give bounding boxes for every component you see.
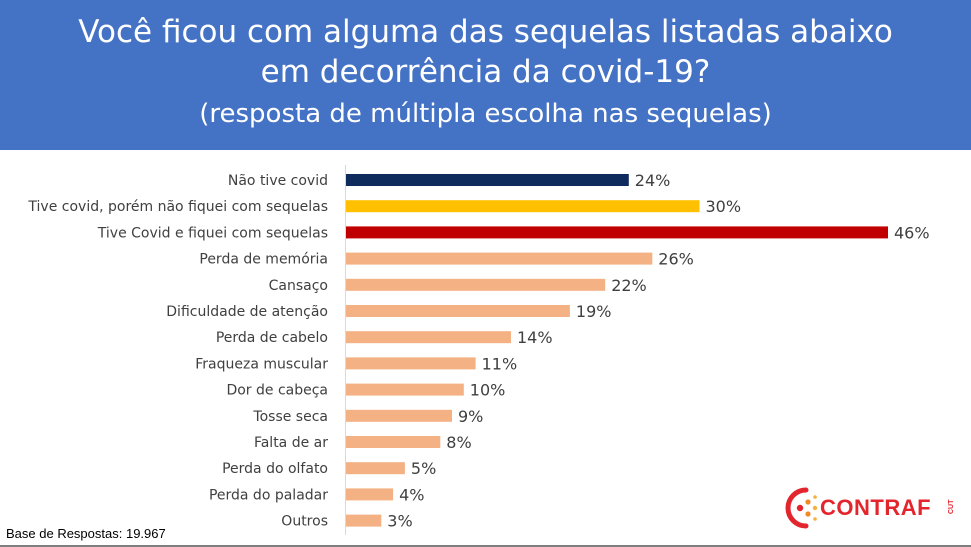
chart-title-line-2: em decorrência da covid-19? [260,54,711,90]
category-label: Tosse seca [252,409,328,425]
data-label: 10% [470,381,506,400]
data-label: 14% [517,328,553,347]
data-label: 8% [446,433,471,452]
data-label: 30% [706,197,742,216]
bar [346,200,700,213]
bar [346,436,441,448]
bar [346,357,476,370]
category-label: Tive Covid e fiquei com sequelas [97,225,328,241]
logo-text: CONTRAF [820,495,932,520]
category-label: Fraqueza muscular [195,356,328,372]
bar [346,383,464,396]
bar [346,226,888,239]
category-label: Perda do olfato [222,461,328,477]
data-label: 9% [458,407,483,426]
category-label: Dificuldade de atenção [166,304,328,320]
chart-subtitle: (resposta de múltipla escolha nas sequel… [199,99,772,129]
category-label: Cansaço [269,278,328,294]
category-label: Não tive covid [228,173,328,189]
contraf-logo: CONTRAF CUT [776,478,966,538]
data-label: 3% [387,512,412,531]
bar [346,488,394,501]
bar [346,331,511,344]
bar [346,278,606,291]
bar [346,462,405,475]
chart-header: Você ficou com alguma das sequelas lista… [0,0,971,150]
bottom-rule [0,545,971,547]
bar [346,174,629,186]
data-label: 26% [658,250,694,269]
data-label: 11% [482,354,518,373]
bar [346,252,653,265]
category-label: Outros [281,514,328,530]
data-label: 24% [635,171,671,190]
data-label: 46% [894,223,930,242]
data-label: 22% [611,276,647,295]
bar-chart: Não tive covid 24% Tive covid, porém não f… [27,165,930,535]
bar [346,305,570,317]
category-label: Perda de cabelo [216,330,328,346]
logo-mark-icon [785,487,818,529]
bar [346,514,382,527]
data-label: 5% [411,459,436,478]
data-label: 4% [399,485,424,504]
logo-subtext: CUT [948,499,955,515]
bar [346,409,452,422]
category-label: Dor de cabeça [226,383,328,399]
base-note: Base de Respostas: 19.967 [6,526,166,541]
category-label: Tive covid, porém não fiquei com sequela… [27,199,328,215]
category-label: Falta de ar [254,435,328,451]
category-label: Perda de memória [199,252,328,268]
chart-title-line-1: Você ficou com alguma das sequelas lista… [78,14,893,50]
data-label: 19% [576,302,612,321]
category-label: Perda do paladar [209,487,328,503]
